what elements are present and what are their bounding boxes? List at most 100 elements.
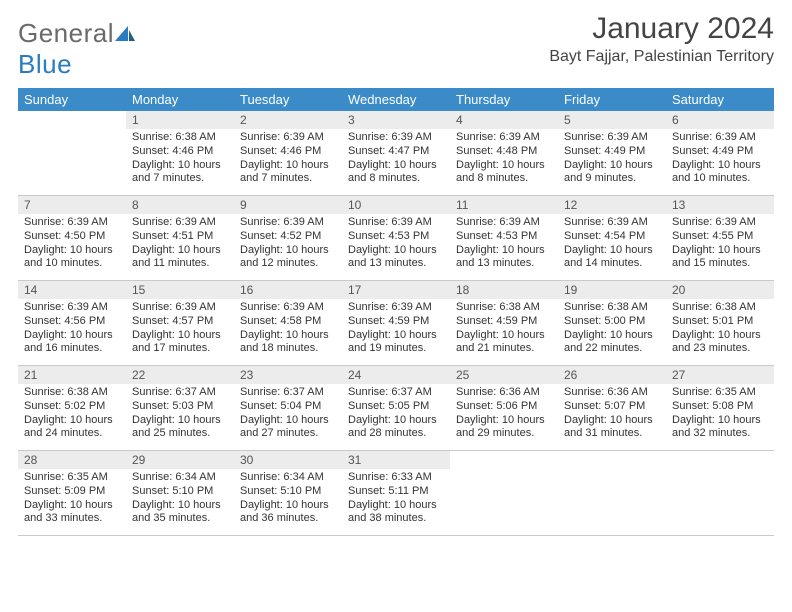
day-cell: 7Sunrise: 6:39 AMSunset: 4:50 PMDaylight… — [18, 196, 126, 280]
sunrise-line: Sunrise: 6:39 AM — [672, 131, 768, 145]
day-body: Sunrise: 6:38 AMSunset: 4:59 PMDaylight:… — [450, 299, 558, 360]
sunrise-line: Sunrise: 6:39 AM — [24, 301, 120, 315]
weekday-header: Tuesday — [234, 88, 342, 111]
sunset-line: Sunset: 4:52 PM — [240, 230, 336, 244]
brand-part1: General — [18, 18, 114, 48]
sunrise-line: Sunrise: 6:34 AM — [240, 471, 336, 485]
day-cell — [18, 111, 126, 195]
day-body: Sunrise: 6:38 AMSunset: 5:01 PMDaylight:… — [666, 299, 774, 360]
day-cell: 26Sunrise: 6:36 AMSunset: 5:07 PMDayligh… — [558, 366, 666, 450]
sunrise-line: Sunrise: 6:38 AM — [132, 131, 228, 145]
daylight-line: Daylight: 10 hours and 11 minutes. — [132, 244, 228, 272]
week-row: 21Sunrise: 6:38 AMSunset: 5:02 PMDayligh… — [18, 366, 774, 451]
sunset-line: Sunset: 4:50 PM — [24, 230, 120, 244]
sunset-line: Sunset: 5:03 PM — [132, 400, 228, 414]
day-cell: 23Sunrise: 6:37 AMSunset: 5:04 PMDayligh… — [234, 366, 342, 450]
sunset-line: Sunset: 5:01 PM — [672, 315, 768, 329]
day-number: 28 — [18, 451, 126, 469]
day-number: 23 — [234, 366, 342, 384]
sunset-line: Sunset: 4:46 PM — [240, 145, 336, 159]
day-cell: 15Sunrise: 6:39 AMSunset: 4:57 PMDayligh… — [126, 281, 234, 365]
day-body: Sunrise: 6:35 AMSunset: 5:08 PMDaylight:… — [666, 384, 774, 445]
day-number: 25 — [450, 366, 558, 384]
daylight-line: Daylight: 10 hours and 16 minutes. — [24, 329, 120, 357]
day-number: 17 — [342, 281, 450, 299]
daylight-line: Daylight: 10 hours and 10 minutes. — [672, 159, 768, 187]
day-cell: 27Sunrise: 6:35 AMSunset: 5:08 PMDayligh… — [666, 366, 774, 450]
day-cell: 12Sunrise: 6:39 AMSunset: 4:54 PMDayligh… — [558, 196, 666, 280]
day-number: 11 — [450, 196, 558, 214]
day-cell — [666, 451, 774, 535]
sunrise-line: Sunrise: 6:36 AM — [456, 386, 552, 400]
weekday-header: Saturday — [666, 88, 774, 111]
day-body: Sunrise: 6:39 AMSunset: 4:56 PMDaylight:… — [18, 299, 126, 360]
sunrise-line: Sunrise: 6:39 AM — [456, 216, 552, 230]
weekday-header: Monday — [126, 88, 234, 111]
sunset-line: Sunset: 5:11 PM — [348, 485, 444, 499]
sunrise-line: Sunrise: 6:38 AM — [24, 386, 120, 400]
day-cell: 29Sunrise: 6:34 AMSunset: 5:10 PMDayligh… — [126, 451, 234, 535]
daylight-line: Daylight: 10 hours and 18 minutes. — [240, 329, 336, 357]
day-cell — [558, 451, 666, 535]
sunrise-line: Sunrise: 6:39 AM — [672, 216, 768, 230]
sunrise-line: Sunrise: 6:37 AM — [240, 386, 336, 400]
sunrise-line: Sunrise: 6:37 AM — [348, 386, 444, 400]
daylight-line: Daylight: 10 hours and 9 minutes. — [564, 159, 660, 187]
week-row: 28Sunrise: 6:35 AMSunset: 5:09 PMDayligh… — [18, 451, 774, 536]
day-number: 18 — [450, 281, 558, 299]
day-body: Sunrise: 6:39 AMSunset: 4:55 PMDaylight:… — [666, 214, 774, 275]
sunset-line: Sunset: 4:46 PM — [132, 145, 228, 159]
day-cell: 31Sunrise: 6:33 AMSunset: 5:11 PMDayligh… — [342, 451, 450, 535]
daylight-line: Daylight: 10 hours and 31 minutes. — [564, 414, 660, 442]
sail-icon — [114, 18, 136, 49]
day-cell: 20Sunrise: 6:38 AMSunset: 5:01 PMDayligh… — [666, 281, 774, 365]
day-number: 24 — [342, 366, 450, 384]
day-number: 15 — [126, 281, 234, 299]
day-cell: 8Sunrise: 6:39 AMSunset: 4:51 PMDaylight… — [126, 196, 234, 280]
day-cell: 16Sunrise: 6:39 AMSunset: 4:58 PMDayligh… — [234, 281, 342, 365]
daylight-line: Daylight: 10 hours and 36 minutes. — [240, 499, 336, 527]
daylight-line: Daylight: 10 hours and 7 minutes. — [240, 159, 336, 187]
sunrise-line: Sunrise: 6:36 AM — [564, 386, 660, 400]
daylight-line: Daylight: 10 hours and 24 minutes. — [24, 414, 120, 442]
day-body: Sunrise: 6:37 AMSunset: 5:04 PMDaylight:… — [234, 384, 342, 445]
day-number: 26 — [558, 366, 666, 384]
sunset-line: Sunset: 4:53 PM — [348, 230, 444, 244]
day-body: Sunrise: 6:38 AMSunset: 5:02 PMDaylight:… — [18, 384, 126, 445]
day-cell: 21Sunrise: 6:38 AMSunset: 5:02 PMDayligh… — [18, 366, 126, 450]
day-number: 5 — [558, 111, 666, 129]
daylight-line: Daylight: 10 hours and 38 minutes. — [348, 499, 444, 527]
day-body: Sunrise: 6:39 AMSunset: 4:47 PMDaylight:… — [342, 129, 450, 190]
day-body: Sunrise: 6:37 AMSunset: 5:03 PMDaylight:… — [126, 384, 234, 445]
day-cell: 25Sunrise: 6:36 AMSunset: 5:06 PMDayligh… — [450, 366, 558, 450]
sunset-line: Sunset: 4:55 PM — [672, 230, 768, 244]
day-number — [450, 451, 558, 469]
day-body: Sunrise: 6:39 AMSunset: 4:53 PMDaylight:… — [342, 214, 450, 275]
day-cell: 11Sunrise: 6:39 AMSunset: 4:53 PMDayligh… — [450, 196, 558, 280]
sunrise-line: Sunrise: 6:38 AM — [456, 301, 552, 315]
week-row: 14Sunrise: 6:39 AMSunset: 4:56 PMDayligh… — [18, 281, 774, 366]
day-body: Sunrise: 6:34 AMSunset: 5:10 PMDaylight:… — [234, 469, 342, 530]
day-body: Sunrise: 6:38 AMSunset: 4:46 PMDaylight:… — [126, 129, 234, 190]
sunset-line: Sunset: 4:49 PM — [564, 145, 660, 159]
sunrise-line: Sunrise: 6:39 AM — [564, 216, 660, 230]
day-body: Sunrise: 6:39 AMSunset: 4:50 PMDaylight:… — [18, 214, 126, 275]
daylight-line: Daylight: 10 hours and 25 minutes. — [132, 414, 228, 442]
daylight-line: Daylight: 10 hours and 12 minutes. — [240, 244, 336, 272]
sunset-line: Sunset: 5:10 PM — [132, 485, 228, 499]
title-block: January 2024 Bayt Fajjar, Palestinian Te… — [549, 12, 774, 66]
day-cell: 30Sunrise: 6:34 AMSunset: 5:10 PMDayligh… — [234, 451, 342, 535]
day-body: Sunrise: 6:38 AMSunset: 5:00 PMDaylight:… — [558, 299, 666, 360]
sunrise-line: Sunrise: 6:38 AM — [564, 301, 660, 315]
sunrise-line: Sunrise: 6:39 AM — [132, 216, 228, 230]
sunset-line: Sunset: 4:47 PM — [348, 145, 444, 159]
day-body: Sunrise: 6:39 AMSunset: 4:54 PMDaylight:… — [558, 214, 666, 275]
sunrise-line: Sunrise: 6:39 AM — [240, 301, 336, 315]
day-body: Sunrise: 6:39 AMSunset: 4:46 PMDaylight:… — [234, 129, 342, 190]
sunset-line: Sunset: 5:00 PM — [564, 315, 660, 329]
sunrise-line: Sunrise: 6:39 AM — [240, 131, 336, 145]
day-cell: 22Sunrise: 6:37 AMSunset: 5:03 PMDayligh… — [126, 366, 234, 450]
daylight-line: Daylight: 10 hours and 17 minutes. — [132, 329, 228, 357]
sunset-line: Sunset: 5:09 PM — [24, 485, 120, 499]
day-cell: 19Sunrise: 6:38 AMSunset: 5:00 PMDayligh… — [558, 281, 666, 365]
